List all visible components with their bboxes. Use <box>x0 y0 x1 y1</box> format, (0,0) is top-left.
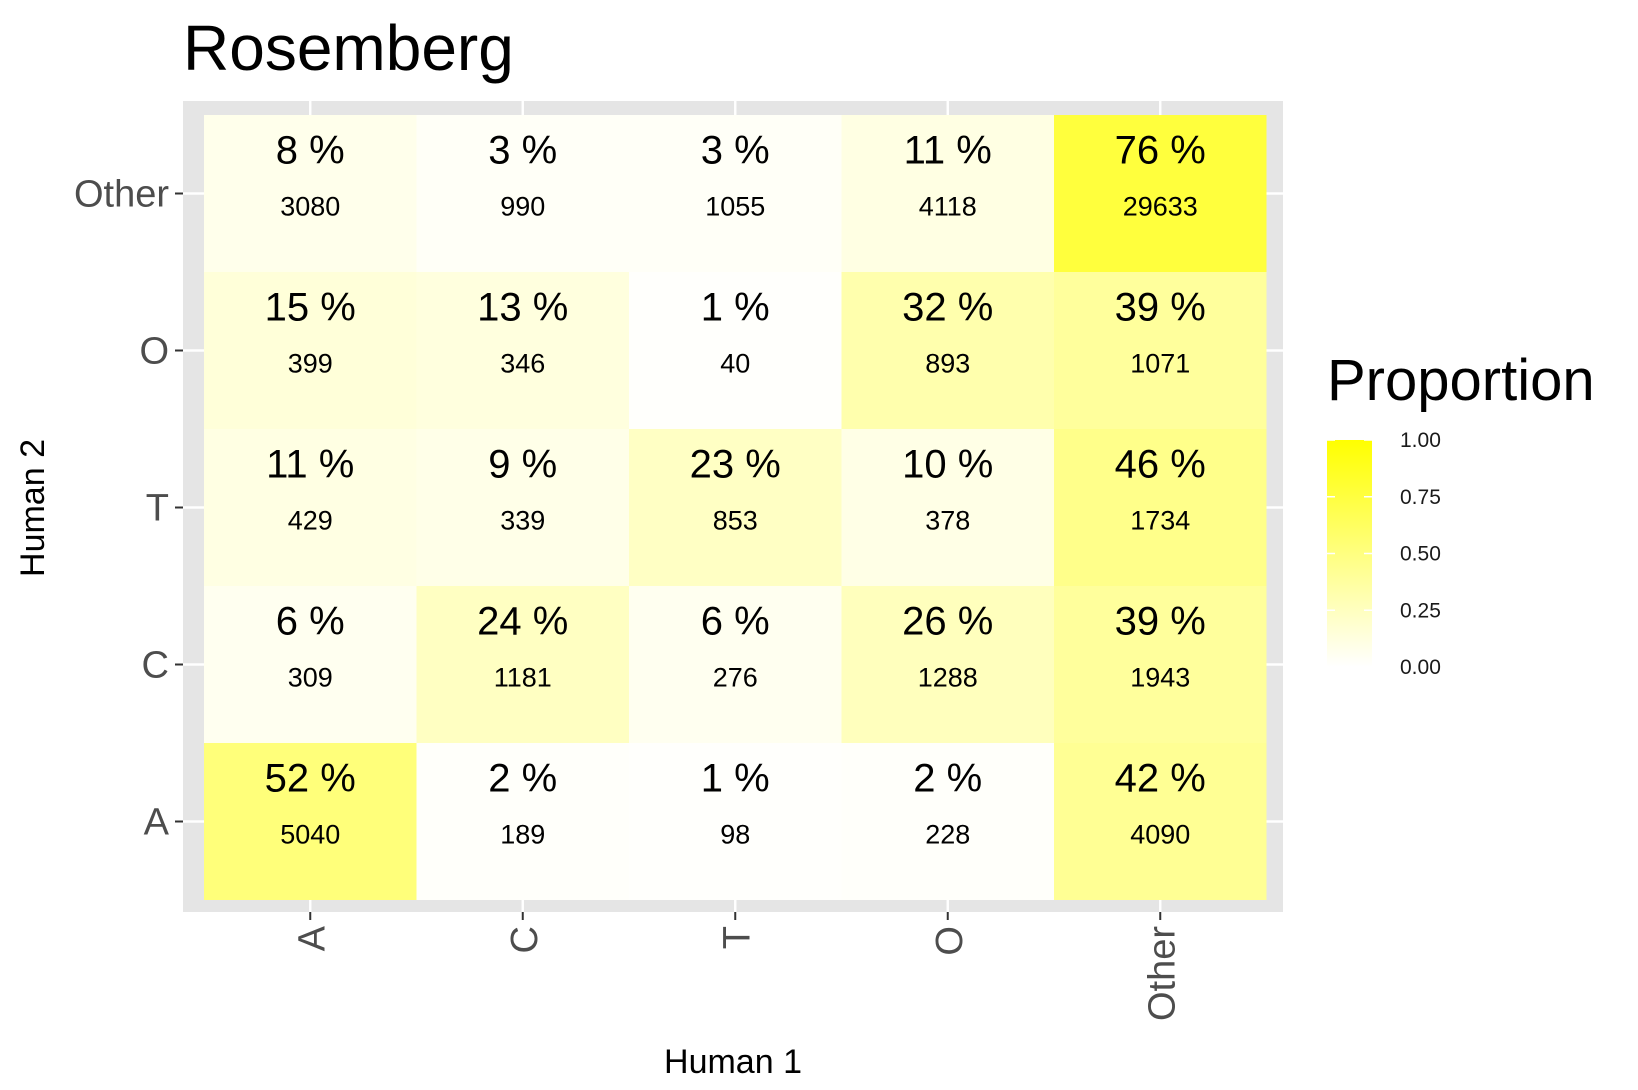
cell-percent-label: 6 % <box>276 600 345 644</box>
cell-count-label: 4118 <box>919 192 977 222</box>
cell-percent-label: 32 % <box>902 286 993 330</box>
cell-count-label: 29633 <box>1123 192 1198 222</box>
x-tick-label: T <box>716 926 758 949</box>
y-tick-label: T <box>146 488 169 530</box>
cell-count-label: 1943 <box>1130 663 1190 693</box>
legend-tick-label: 0.75 <box>1400 486 1441 509</box>
heatmap-cell <box>1054 429 1267 586</box>
cell-count-label: 1734 <box>1130 506 1190 536</box>
legend-title: Proportion <box>1327 348 1595 413</box>
x-tick-label: O <box>929 926 971 956</box>
heatmap-cell <box>629 272 842 429</box>
cell-percent-label: 11 % <box>904 129 992 173</box>
cell-labels: 8 % 3080 3 % 990 3 % 1055 11 % 4118 76 % 29633 15 … <box>265 129 1206 850</box>
cell-count-label: 309 <box>288 663 333 693</box>
cell-percent-label: 26 % <box>902 600 993 644</box>
heatmap-cell <box>841 272 1054 429</box>
cell-percent-label: 52 % <box>265 757 356 801</box>
cell-percent-label: 39 % <box>1115 600 1206 644</box>
cell-count-label: 378 <box>925 506 970 536</box>
axes: A C T O Other A C T O Other <box>74 174 1183 1022</box>
cell-percent-label: 3 % <box>488 129 557 173</box>
legend-tick-label: 0.25 <box>1400 599 1441 622</box>
cell-percent-label: 2 % <box>488 757 557 801</box>
heatmap-cell <box>841 115 1054 272</box>
cell-percent-label: 46 % <box>1115 443 1206 487</box>
heatmap-cell <box>204 272 417 429</box>
heatmap-cell <box>841 429 1054 586</box>
cell-percent-label: 6 % <box>701 600 770 644</box>
x-tick-label: A <box>291 925 333 951</box>
heatmap-cell <box>204 429 417 586</box>
cell-percent-label: 42 % <box>1115 757 1206 801</box>
heatmap-cell <box>1054 743 1267 900</box>
cell-count-label: 1181 <box>494 663 552 693</box>
cell-percent-label: 39 % <box>1115 286 1206 330</box>
x-tick-label: C <box>504 926 546 953</box>
heatmap-cell <box>1054 272 1267 429</box>
heatmap-cell <box>416 115 629 272</box>
cell-count-label: 98 <box>720 820 750 850</box>
cell-count-label: 4090 <box>1130 820 1190 850</box>
y-tick-label: A <box>144 802 170 844</box>
heatmap-cell <box>841 743 1054 900</box>
x-tick-label: Other <box>1141 926 1183 1021</box>
heatmap-cell <box>841 586 1054 743</box>
heatmap-cells <box>204 115 1267 900</box>
heatmap-cell <box>629 743 842 900</box>
heatmap-cell <box>204 743 417 900</box>
cell-percent-label: 76 % <box>1115 129 1206 173</box>
cell-percent-label: 11 % <box>266 443 354 487</box>
cell-count-label: 853 <box>713 506 758 536</box>
heatmap-cell <box>416 743 629 900</box>
legend-tick-label: 0.00 <box>1400 656 1441 679</box>
cell-percent-label: 15 % <box>265 286 356 330</box>
legend-tick-label: 0.50 <box>1400 543 1441 566</box>
cell-percent-label: 23 % <box>690 443 781 487</box>
cell-count-label: 429 <box>288 506 333 536</box>
legend-tick-label: 1.00 <box>1400 429 1441 452</box>
y-tick-label: C <box>142 645 169 687</box>
cell-count-label: 339 <box>500 506 545 536</box>
legend: Proportion 1.00 0.75 0.50 0.25 0.00 <box>1327 348 1595 679</box>
cell-percent-label: 1 % <box>701 286 770 330</box>
heatmap-cell <box>204 586 417 743</box>
cell-count-label: 1288 <box>918 663 978 693</box>
heatmap-cell <box>629 586 842 743</box>
x-axis-title: Human 1 <box>664 1043 802 1081</box>
y-tick-label: O <box>139 331 169 373</box>
cell-count-label: 40 <box>720 349 750 379</box>
cell-percent-label: 2 % <box>913 757 982 801</box>
heatmap-cell <box>204 115 417 272</box>
cell-percent-label: 3 % <box>701 129 770 173</box>
cell-percent-label: 1 % <box>701 757 770 801</box>
y-tick-label: Other <box>74 174 169 216</box>
cell-count-label: 5040 <box>280 820 340 850</box>
cell-percent-label: 10 % <box>902 443 993 487</box>
cell-count-label: 228 <box>925 820 970 850</box>
cell-percent-label: 8 % <box>276 129 345 173</box>
heatmap-cell <box>416 586 629 743</box>
cell-count-label: 189 <box>500 820 545 850</box>
heatmap-cell <box>416 429 629 586</box>
cell-count-label: 1055 <box>705 192 765 222</box>
cell-percent-label: 24 % <box>477 600 568 644</box>
cell-count-label: 1071 <box>1130 349 1190 379</box>
heatmap-cell <box>1054 586 1267 743</box>
cell-count-label: 276 <box>713 663 758 693</box>
heatmap-cell <box>629 115 842 272</box>
chart-title: Rosemberg <box>183 12 514 84</box>
y-axis-title: Human 2 <box>14 439 52 577</box>
cell-percent-label: 13 % <box>477 286 568 330</box>
cell-count-label: 990 <box>500 192 545 222</box>
heatmap-cell <box>629 429 842 586</box>
heatmap-cell <box>1054 115 1267 272</box>
cell-count-label: 346 <box>500 349 545 379</box>
cell-count-label: 3080 <box>280 192 340 222</box>
cell-count-label: 399 <box>288 349 333 379</box>
cell-count-label: 893 <box>925 349 970 379</box>
cell-percent-label: 9 % <box>488 443 557 487</box>
heatmap-cell <box>416 272 629 429</box>
